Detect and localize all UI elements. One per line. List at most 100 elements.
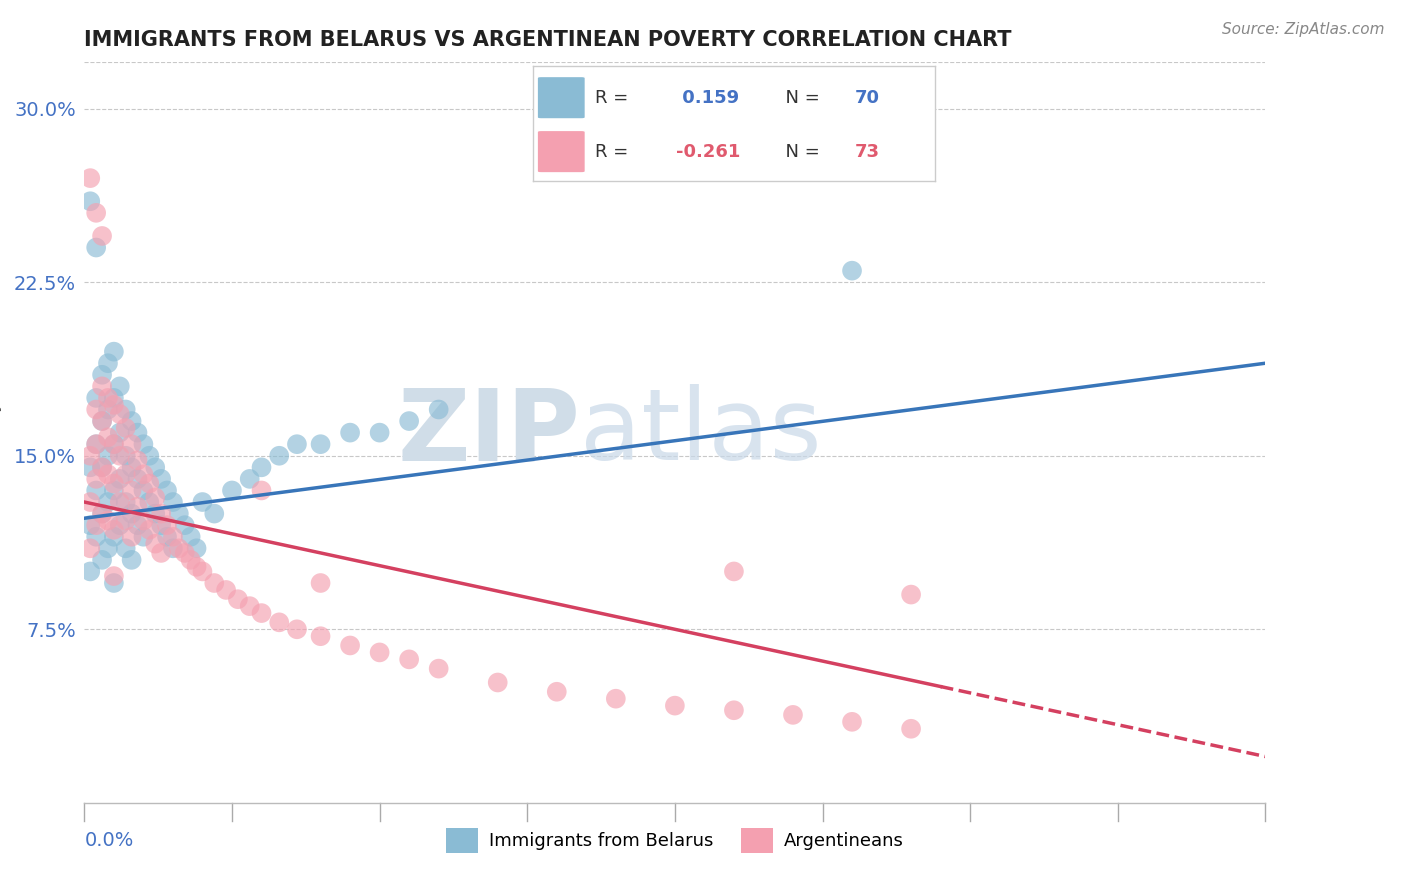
Point	[84, 240, 107, 255]
Point	[156, 483, 179, 498]
Point	[138, 495, 160, 509]
Point	[91, 368, 114, 382]
Point	[114, 402, 136, 417]
Point	[143, 460, 166, 475]
Point	[162, 495, 184, 509]
Point	[285, 437, 308, 451]
Point	[143, 491, 166, 505]
Point	[132, 514, 155, 528]
Point	[108, 407, 131, 421]
Point	[108, 425, 131, 440]
Point	[309, 629, 332, 643]
Point	[114, 495, 136, 509]
Point	[239, 472, 262, 486]
Point	[191, 565, 214, 579]
Point	[91, 379, 114, 393]
Point	[723, 565, 745, 579]
Point	[250, 460, 273, 475]
Point	[127, 518, 149, 533]
Point	[103, 483, 125, 498]
Point	[162, 530, 184, 544]
Point	[250, 483, 273, 498]
Point	[156, 518, 179, 533]
Point	[97, 391, 120, 405]
Point	[84, 518, 107, 533]
Point	[121, 483, 143, 498]
Point	[427, 662, 450, 676]
Point	[108, 518, 131, 533]
Point	[173, 546, 195, 560]
Point	[103, 530, 125, 544]
Point	[91, 507, 114, 521]
Point	[84, 530, 107, 544]
Point	[108, 379, 131, 393]
Point	[91, 553, 114, 567]
Point	[150, 507, 173, 521]
Point	[202, 576, 225, 591]
Point	[121, 507, 143, 521]
Point	[103, 437, 125, 451]
Point	[103, 576, 125, 591]
Point	[79, 518, 101, 533]
Point	[138, 476, 160, 491]
Point	[167, 541, 190, 556]
Point	[79, 171, 101, 186]
Point	[186, 541, 208, 556]
Point	[91, 229, 114, 244]
Text: atlas: atlas	[581, 384, 823, 481]
Point	[605, 691, 627, 706]
Point	[103, 569, 125, 583]
Point	[239, 599, 262, 614]
Point	[186, 559, 208, 574]
Point	[121, 553, 143, 567]
Point	[285, 622, 308, 636]
Point	[150, 472, 173, 486]
Point	[156, 530, 179, 544]
Point	[91, 414, 114, 428]
Point	[664, 698, 686, 713]
Point	[127, 453, 149, 467]
Point	[84, 483, 107, 498]
Point	[191, 495, 214, 509]
Point	[97, 402, 120, 417]
Point	[79, 495, 101, 509]
Point	[138, 449, 160, 463]
Point	[84, 391, 107, 405]
Point	[84, 437, 107, 451]
Point	[723, 703, 745, 717]
Point	[121, 414, 143, 428]
Point	[269, 449, 291, 463]
Point	[132, 483, 155, 498]
Point	[127, 500, 149, 514]
Point	[84, 206, 107, 220]
Point	[250, 606, 273, 620]
Point	[132, 530, 155, 544]
Point	[79, 460, 101, 475]
Point	[368, 425, 391, 440]
Point	[143, 507, 166, 521]
Point	[103, 391, 125, 405]
Point	[91, 414, 114, 428]
Point	[114, 514, 136, 528]
Point	[121, 437, 143, 451]
Point	[841, 263, 863, 277]
Point	[132, 437, 155, 451]
Point	[108, 472, 131, 486]
Text: 0.0%: 0.0%	[84, 831, 134, 850]
Point	[97, 356, 120, 370]
Text: IMMIGRANTS FROM BELARUS VS ARGENTINEAN POVERTY CORRELATION CHART: IMMIGRANTS FROM BELARUS VS ARGENTINEAN P…	[84, 29, 1012, 50]
Point	[114, 467, 136, 482]
Point	[97, 514, 120, 528]
Point	[91, 507, 114, 521]
Point	[121, 530, 143, 544]
Point	[114, 421, 136, 435]
Legend: Immigrants from Belarus, Argentineans: Immigrants from Belarus, Argentineans	[439, 821, 911, 861]
Point	[79, 449, 101, 463]
Point	[84, 402, 107, 417]
Point	[97, 495, 120, 509]
Point	[127, 472, 149, 486]
Point	[841, 714, 863, 729]
Point	[162, 541, 184, 556]
Point	[103, 523, 125, 537]
Point	[269, 615, 291, 630]
